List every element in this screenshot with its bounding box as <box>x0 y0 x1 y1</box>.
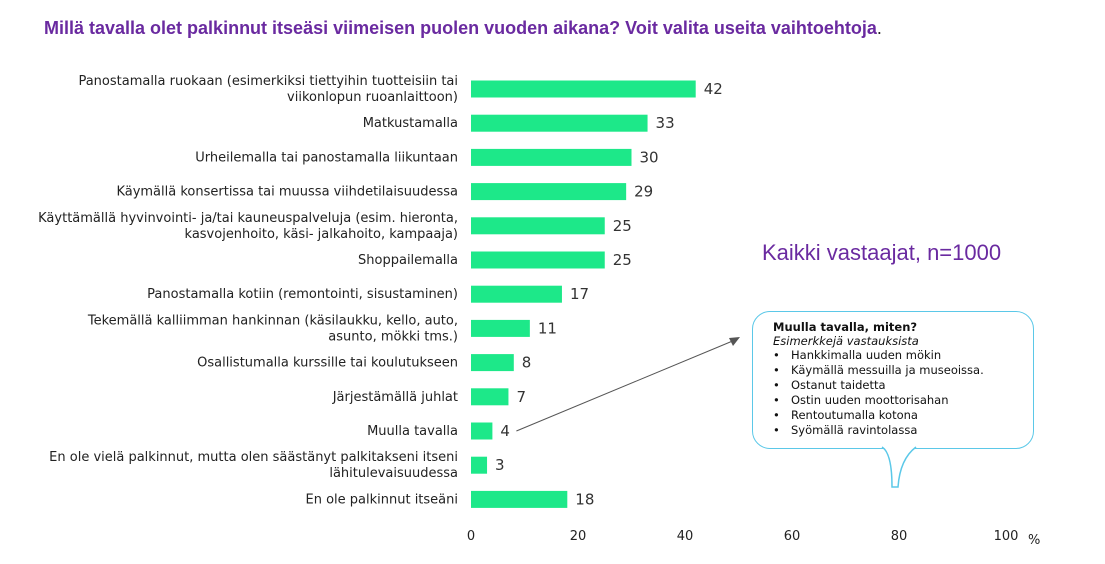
category-label: Tekemällä kalliimman hankinnan (käsilauk… <box>87 313 458 328</box>
callout-item: Käymällä messuilla ja museoissa. <box>773 363 1019 378</box>
category-label: asunto, mökki tms.) <box>328 329 458 344</box>
value-label: 18 <box>575 490 594 508</box>
x-tick-label: 60 <box>784 529 801 544</box>
category-label: Shoppailemalla <box>358 253 458 268</box>
callout-subheading: Esimerkkejä vastauksista <box>773 334 919 348</box>
respondents-note: Kaikki vastaajat, n=1000 <box>762 240 1002 265</box>
value-label: 33 <box>656 114 675 132</box>
value-label: 11 <box>538 319 557 337</box>
value-label: 17 <box>570 285 589 303</box>
bar <box>471 148 632 166</box>
value-label: 7 <box>516 388 526 406</box>
x-tick-label: 20 <box>570 529 587 544</box>
bar <box>471 114 648 132</box>
category-label: Järjestämällä juhlat <box>332 390 458 405</box>
callout-item: Hankkimalla uuden mökin <box>773 348 1019 363</box>
category-label: lähitulevaisuudessa <box>329 466 458 481</box>
value-label: 25 <box>613 217 632 235</box>
bar <box>471 183 627 201</box>
speech-bubble-tail <box>881 446 917 488</box>
value-label: 30 <box>640 148 659 166</box>
title-text: Millä tavalla olet palkinnut itseäsi vii… <box>44 18 877 38</box>
category-label: Käyttämällä hyvinvointi- ja/tai kauneusp… <box>38 211 458 226</box>
x-tick-label: 80 <box>891 529 908 544</box>
bar <box>471 456 488 474</box>
speech-bubble-callout: Muulla tavalla, miten? Esimerkkejä vasta… <box>752 311 1034 449</box>
bar <box>471 422 493 440</box>
x-tick-label: 40 <box>677 529 694 544</box>
value-label: 42 <box>704 80 723 98</box>
category-label: Urheilemalla tai panostamalla liikuntaan <box>195 150 458 165</box>
category-label: Panostamalla kotiin (remontointi, sisust… <box>147 287 458 302</box>
callout-arrow-line <box>516 339 736 432</box>
x-tick-label: 0 <box>467 529 475 544</box>
value-label: 8 <box>522 354 532 372</box>
bar <box>471 285 562 303</box>
bar <box>471 490 568 508</box>
category-label: Muulla tavalla <box>367 424 458 439</box>
bar <box>471 251 605 269</box>
bar <box>471 217 605 235</box>
bar <box>471 319 530 337</box>
value-label: 25 <box>613 251 632 269</box>
callout-item: Ostanut taidetta <box>773 378 1019 393</box>
bar <box>471 80 696 98</box>
callout-list: Hankkimalla uuden mökin Käymällä messuil… <box>773 348 1019 438</box>
bar <box>471 354 514 372</box>
bar <box>471 388 509 406</box>
category-label: viikonlopun ruoanlaittoon) <box>287 90 458 105</box>
value-label: 29 <box>634 183 653 201</box>
category-label: Osallistumalla kurssille tai koulutuksee… <box>197 356 458 371</box>
value-label: 3 <box>495 456 505 474</box>
value-label: 4 <box>500 422 510 440</box>
category-label: Matkustamalla <box>363 116 458 131</box>
chart-title: Millä tavalla olet palkinnut itseäsi vii… <box>44 18 1094 39</box>
x-unit-label: % <box>1028 533 1040 548</box>
callout-item: Syömällä ravintolassa <box>773 423 1019 438</box>
category-label: Käymällä konsertissa tai muussa viihdeti… <box>116 185 458 200</box>
callout-item: Rentoutumalla kotona <box>773 408 1019 423</box>
callout-heading: Muulla tavalla, miten? <box>773 320 918 334</box>
category-label: kasvojenhoito, käsi- jalkahoito, kampaaj… <box>185 227 458 242</box>
category-label: Panostamalla ruokaan (esimerkiksi tietty… <box>78 74 458 89</box>
category-label: En ole vielä palkinnut, mutta olen sääst… <box>49 450 458 465</box>
title-period: . <box>876 18 882 38</box>
x-tick-label: 100 <box>994 529 1019 544</box>
callout-item: Ostin uuden moottorisahan <box>773 393 1019 408</box>
category-label: En ole palkinnut itseäni <box>306 492 459 507</box>
callout-arrow-head <box>729 337 740 346</box>
